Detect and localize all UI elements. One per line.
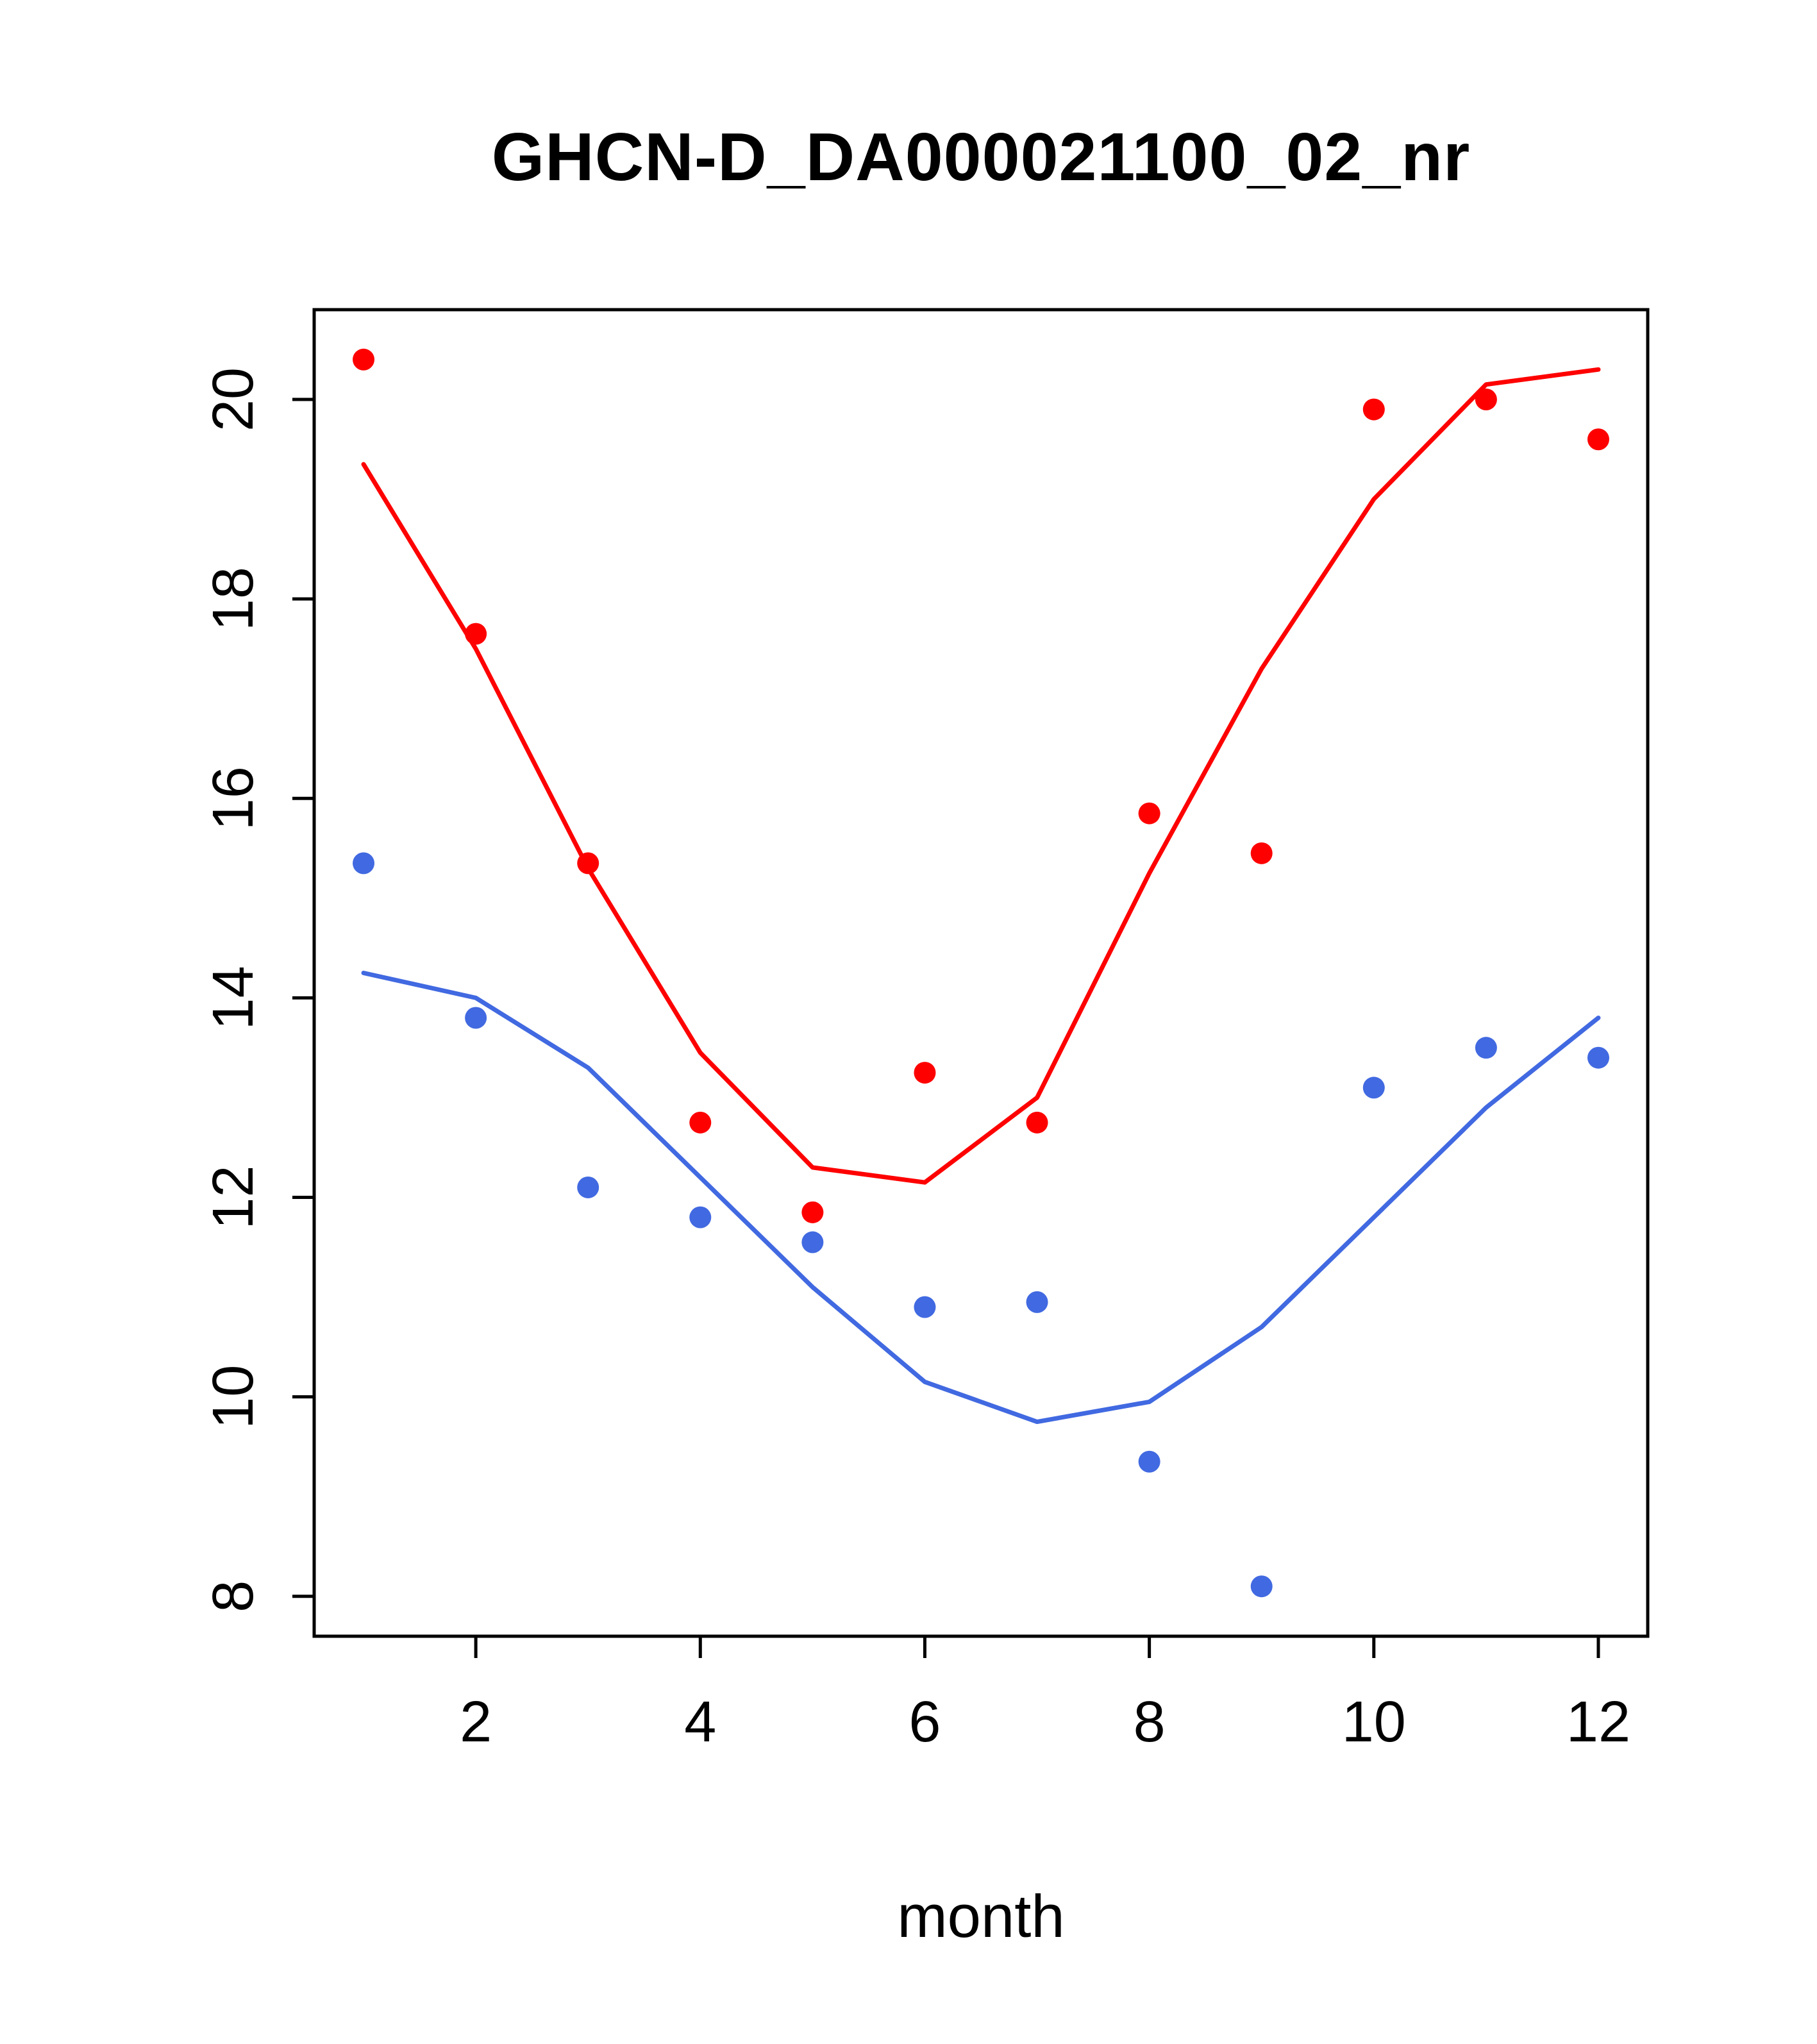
data-point-lower-monthly-points [1026,1291,1048,1313]
data-point-lower-monthly-points [1475,1037,1497,1059]
plot-border [312,308,1650,1638]
y-tick-label: 20 [201,367,265,431]
data-point-upper-monthly-points [1250,842,1273,864]
x-tick-label: 6 [908,1690,941,1754]
x-tick-label: 10 [1342,1690,1406,1754]
data-point-lower-monthly-points [1250,1575,1273,1598]
data-point-lower-monthly-points [1138,1450,1160,1473]
data-point-upper-monthly-points [1138,802,1160,825]
series-line-lower-fit-line [361,971,1601,1425]
data-point-upper-monthly-points [1475,389,1497,411]
data-point-lower-monthly-points [801,1231,824,1253]
data-point-upper-monthly-points [914,1062,936,1084]
data-point-upper-monthly-points [689,1111,712,1134]
data-point-lower-monthly-points [353,852,375,875]
y-tick-label: 8 [201,1580,265,1613]
data-point-lower-monthly-points [465,1007,487,1029]
x-tick-label: 4 [684,1690,716,1754]
y-tick-label: 18 [201,567,265,631]
y-tick-label: 16 [201,766,265,830]
data-point-upper-monthly-points [1587,428,1609,451]
data-point-lower-monthly-points [689,1206,712,1228]
data-point-lower-monthly-points [914,1296,936,1318]
x-tick-label: 2 [460,1690,492,1754]
data-point-lower-monthly-points [577,1176,599,1198]
data-point-lower-monthly-points [1587,1046,1609,1069]
y-tick-label: 10 [201,1365,265,1429]
data-point-lower-monthly-points [1362,1076,1385,1099]
data-point-upper-monthly-points [1026,1111,1048,1134]
x-tick-label: 8 [1134,1690,1166,1754]
series-line-upper-fit-line [361,367,1601,1185]
y-tick-label: 14 [201,966,265,1030]
chart-title: GHCN-D_DA000021100_02_nr [491,119,1471,195]
data-point-upper-monthly-points [353,348,375,371]
data-point-upper-monthly-points [801,1201,824,1223]
y-tick-label: 12 [201,1165,265,1229]
data-point-upper-monthly-points [1362,398,1385,421]
x-axis-label: month [897,1882,1065,1950]
x-tick-label: 12 [1566,1690,1630,1754]
